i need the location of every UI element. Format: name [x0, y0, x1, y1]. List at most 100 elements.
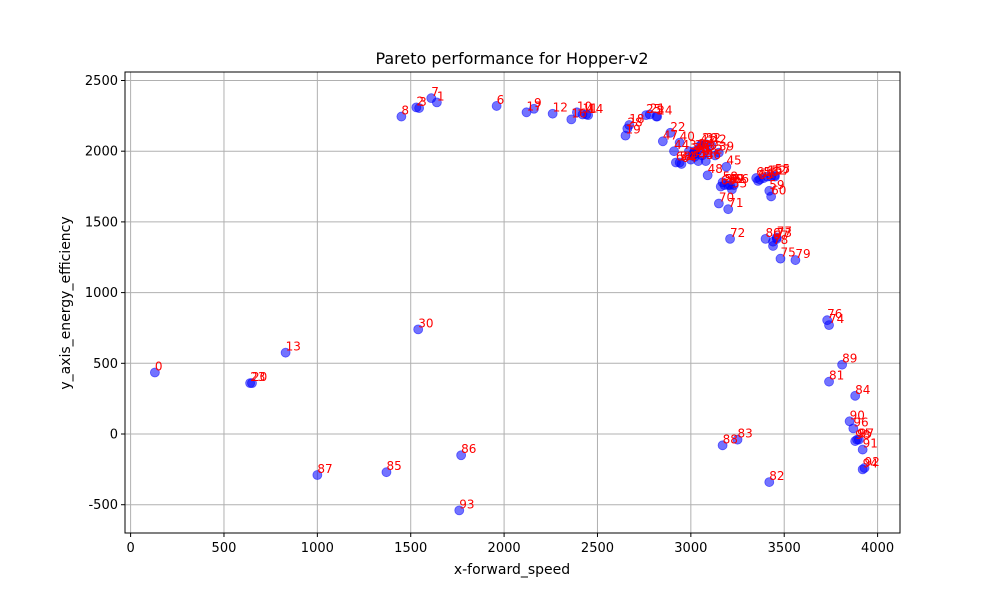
data-point: [824, 376, 834, 387]
data-point-label: 61: [756, 165, 771, 179]
data-point-label: 36: [693, 141, 708, 155]
data-point: [760, 233, 771, 244]
data-point-label: 88: [723, 432, 738, 446]
data-point: [566, 114, 577, 125]
data-point: [657, 136, 668, 147]
data-point-label: 58: [723, 169, 738, 183]
data-point-label: 63: [758, 168, 773, 182]
data-point-label: 79: [795, 247, 810, 261]
data-point-label: 74: [829, 312, 844, 326]
data-point-label: 18: [629, 112, 644, 126]
data-point-label: 26: [702, 131, 717, 145]
y-axis-label: y_axis_energy_efficiency: [58, 216, 74, 389]
data-point-label: 5: [656, 104, 664, 118]
data-point-label: 20: [252, 370, 267, 384]
data-point: [768, 241, 778, 251]
data-point-label: 13: [286, 340, 301, 354]
data-point-label: 34: [698, 137, 713, 151]
data-point-label: 52: [771, 164, 786, 178]
data-point-label: 49: [695, 141, 710, 155]
data-points: [149, 93, 870, 516]
data-point-label: 29: [695, 144, 710, 158]
data-point: [732, 434, 743, 445]
data-point: [850, 390, 861, 401]
data-point-label: 23: [250, 370, 265, 384]
data-point-label: 38: [702, 142, 717, 156]
data-point-label: 12: [553, 101, 568, 115]
data-point-label: 37: [695, 138, 710, 152]
data-point-label: 76: [827, 307, 842, 321]
data-point: [547, 108, 558, 119]
data-point: [381, 467, 392, 478]
data-point: [521, 107, 532, 118]
data-point: [689, 149, 700, 159]
data-point-label: 7: [431, 85, 439, 99]
y-tick-label: 2000: [85, 145, 118, 160]
data-point-label: 73: [777, 226, 792, 240]
data-point-label: 50: [724, 172, 739, 186]
data-point-label: 86: [461, 442, 476, 456]
y-tick-label: 1000: [85, 286, 118, 301]
data-point-label: 55: [775, 162, 790, 176]
data-point-label: 80: [766, 226, 781, 240]
data-point-label: 30: [418, 316, 433, 330]
data-point: [491, 101, 502, 111]
data-point-label: 60: [771, 183, 786, 197]
data-point: [753, 175, 763, 186]
data-point: [454, 505, 465, 516]
data-point: [674, 137, 685, 148]
data-point: [414, 103, 425, 113]
x-axis-ticks: 0 500 1000 1500 2000 2500 3000 3500 4000: [126, 533, 894, 556]
y-tick-label: 500: [93, 357, 118, 372]
x-tick-label: 3000: [674, 541, 707, 556]
data-point-label: 98: [855, 428, 870, 442]
data-point-label: 0: [155, 359, 163, 373]
data-point-label: 31: [689, 138, 704, 152]
data-point-label: 43: [698, 148, 713, 162]
data-point-label: 92: [865, 455, 880, 469]
data-point-label: 19: [625, 123, 640, 137]
data-point-label: 89: [842, 352, 857, 366]
data-point-label: 75: [780, 246, 795, 260]
data-point: [771, 232, 782, 243]
data-point-label: 8: [401, 104, 409, 118]
data-point-label: 59: [769, 178, 784, 192]
data-point: [702, 170, 713, 181]
data-point-label: 32: [706, 131, 721, 145]
data-point: [713, 147, 724, 158]
x-tick-label: 4000: [861, 541, 894, 556]
data-point-label: 28: [627, 116, 642, 130]
data-point-label: 51: [760, 166, 775, 180]
data-point: [706, 140, 717, 151]
data-point-label: 97: [859, 427, 874, 441]
x-tick-label: 2000: [488, 541, 521, 556]
data-point: [665, 127, 676, 138]
data-point-label: 39: [719, 140, 734, 154]
data-point: [723, 204, 734, 215]
data-point-label: 16: [571, 106, 586, 120]
data-point: [721, 161, 732, 172]
data-point: [717, 440, 728, 451]
data-point: [723, 180, 734, 191]
data-point-label: 10: [577, 99, 592, 113]
data-point: [848, 423, 859, 434]
data-point: [583, 110, 594, 121]
data-point-label: 83: [738, 427, 753, 441]
data-point-label: 93: [459, 497, 474, 511]
data-point-label: 95: [857, 427, 872, 441]
x-tick-label: 3500: [768, 541, 801, 556]
data-point-label: 3: [419, 95, 427, 109]
data-point-label: 1: [437, 89, 445, 103]
data-point: [764, 477, 775, 487]
data-point: [641, 110, 651, 121]
data-point: [790, 255, 801, 265]
y-axis-ticks: -500 0 500 1000 1500 2000 2500: [85, 74, 125, 513]
data-point-label: 70: [719, 191, 734, 205]
data-point: [426, 93, 437, 104]
data-point-label: 15: [767, 164, 782, 178]
data-point-label: 11: [583, 101, 598, 115]
data-point-label: 66: [734, 172, 749, 186]
chart-title: Pareto performance for Hopper-v2: [375, 49, 648, 68]
